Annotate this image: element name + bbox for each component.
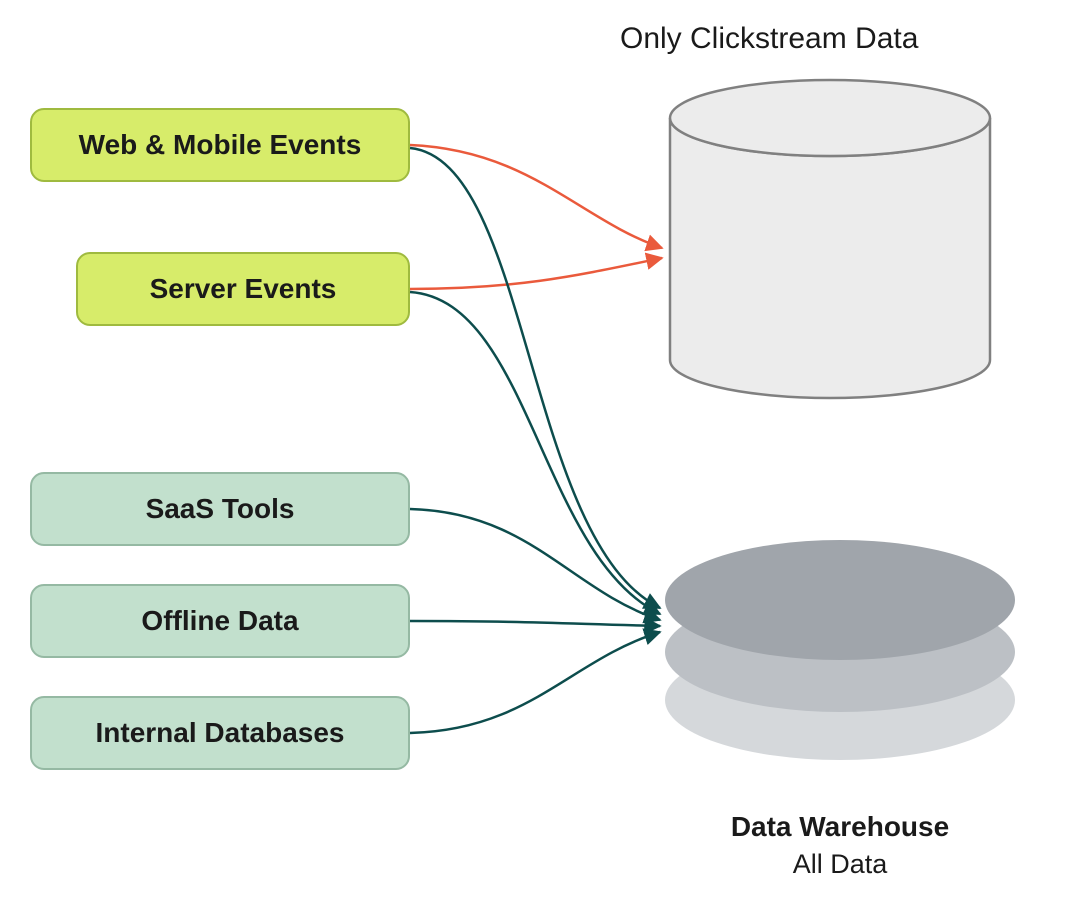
node-web-mobile: Web & Mobile Events: [30, 108, 410, 182]
cdp-label: CDP: [780, 240, 873, 290]
warehouse-disc-middle: [665, 592, 1015, 712]
edge-offline-dw: [410, 621, 660, 626]
warehouse-disc-top: [665, 540, 1015, 660]
node-saas-label: SaaS Tools: [146, 493, 295, 525]
edge-webmobile-dw: [410, 148, 660, 608]
cdp-cylinder-top: [670, 80, 990, 156]
node-internal-label: Internal Databases: [96, 717, 345, 749]
node-offline-label: Offline Data: [141, 605, 298, 637]
edge-internal-dw: [410, 632, 660, 733]
node-offline: Offline Data: [30, 584, 410, 658]
node-server: Server Events: [76, 252, 410, 326]
data-warehouse-label: Data Warehouse All Data: [720, 808, 960, 882]
node-internal: Internal Databases: [30, 696, 410, 770]
node-server-label: Server Events: [150, 273, 337, 305]
cdp-cylinder-icon: [670, 80, 990, 398]
warehouse-disc-bottom: [665, 640, 1015, 760]
warehouse-discs-icon: [665, 540, 1015, 760]
dw-subtitle: All Data: [720, 846, 960, 882]
edge-webmobile-cdp: [410, 145, 662, 248]
dw-title: Data Warehouse: [720, 808, 960, 846]
edges-group: [410, 145, 662, 733]
edge-server-dw: [410, 292, 660, 614]
edge-saas-dw: [410, 509, 660, 620]
node-saas: SaaS Tools: [30, 472, 410, 546]
node-web-mobile-label: Web & Mobile Events: [79, 129, 362, 161]
only-clickstream-label: Only Clickstream Data: [620, 22, 918, 56]
edge-server-cdp: [410, 258, 662, 289]
